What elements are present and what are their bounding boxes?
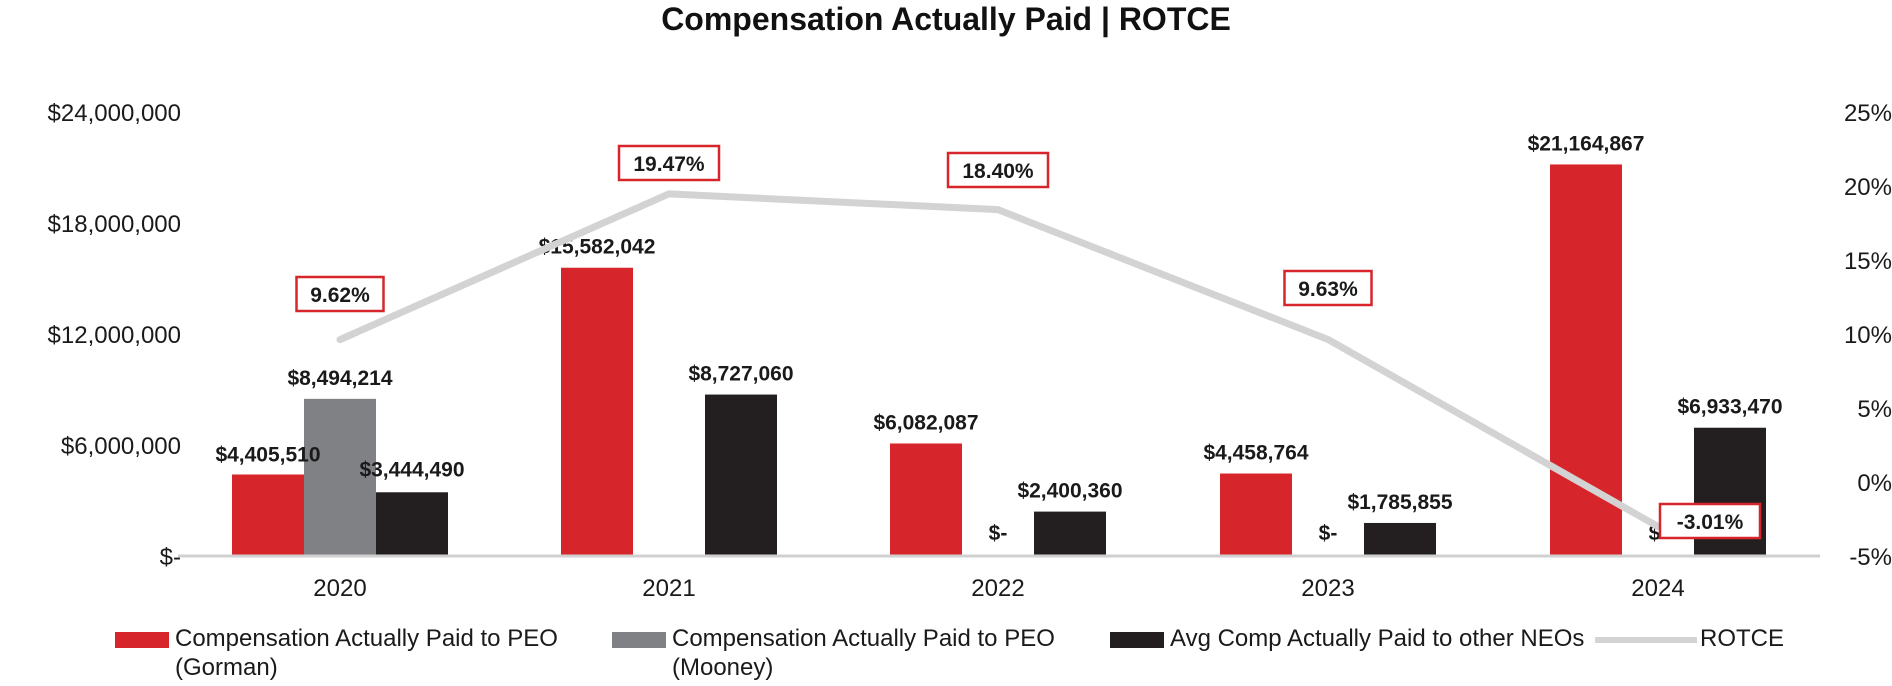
rotce-data-label: 19.47% [633, 153, 705, 176]
x-tick-label: 2023 [1301, 575, 1354, 602]
bar-data-label: $4,405,510 [215, 443, 320, 466]
x-tick-label: 2021 [642, 575, 695, 602]
y-left-tick-label: $18,000,000 [48, 211, 181, 238]
bar-data-label: $8,494,214 [287, 367, 392, 390]
y-left-tick-label: $- [160, 544, 181, 571]
y-right-tick-label: 5% [1857, 396, 1892, 423]
bar-data-label: $- [989, 522, 1008, 545]
rotce-callout-box [1658, 502, 1762, 540]
bar [304, 398, 376, 556]
rotce-data-label: -3.01% [1677, 511, 1744, 534]
y-right-tick-label: 15% [1844, 248, 1892, 275]
bar-data-label: $4,458,764 [1203, 442, 1308, 465]
bar-data-label: $- [1319, 522, 1338, 545]
bar [890, 443, 962, 556]
rotce-data-label: 18.40% [962, 160, 1034, 183]
bar [561, 267, 633, 556]
x-tick-label: 2024 [1631, 575, 1684, 602]
bar-data-label: $21,164,867 [1528, 132, 1645, 155]
bar-data-label: $1,785,855 [1347, 491, 1452, 514]
bar [232, 474, 304, 556]
rotce-callout-box [295, 275, 385, 313]
rotce-line [336, 190, 1662, 531]
bar [1220, 473, 1292, 556]
bar [376, 492, 448, 556]
y-right-tick-label: 0% [1857, 470, 1892, 497]
rotce-callout-box [946, 151, 1050, 189]
bar-data-label: $2,400,360 [1017, 480, 1122, 503]
bar-data-label: $3,444,490 [359, 458, 464, 481]
x-tick-label: 2022 [971, 575, 1024, 602]
y-right-tick-label: 25% [1844, 100, 1892, 127]
rotce-data-label: 9.62% [310, 284, 370, 307]
y-right-tick-label: -5% [1849, 544, 1892, 571]
y-right-tick-label: 20% [1844, 174, 1892, 201]
y-left-tick-label: $12,000,000 [48, 322, 181, 349]
chart-title: Compensation Actually Paid | ROTCE [661, 1, 1231, 37]
y-left-tick-label: $24,000,000 [48, 100, 181, 127]
bar [705, 394, 777, 556]
y-right-tick-label: 10% [1844, 322, 1892, 349]
bar-data-label: $6,082,087 [873, 411, 978, 434]
rotce-callout-box [1283, 269, 1373, 307]
bar [1550, 164, 1622, 557]
rotce-callout-box [617, 144, 721, 182]
y-left-tick-label: $6,000,000 [61, 433, 181, 460]
bar [1034, 511, 1106, 556]
bar [1364, 522, 1436, 556]
rotce-data-label: 9.63% [1298, 278, 1358, 301]
bar-data-label: $8,727,060 [688, 363, 793, 386]
bar-data-label: $6,933,470 [1677, 396, 1782, 419]
x-tick-label: 2020 [313, 575, 366, 602]
